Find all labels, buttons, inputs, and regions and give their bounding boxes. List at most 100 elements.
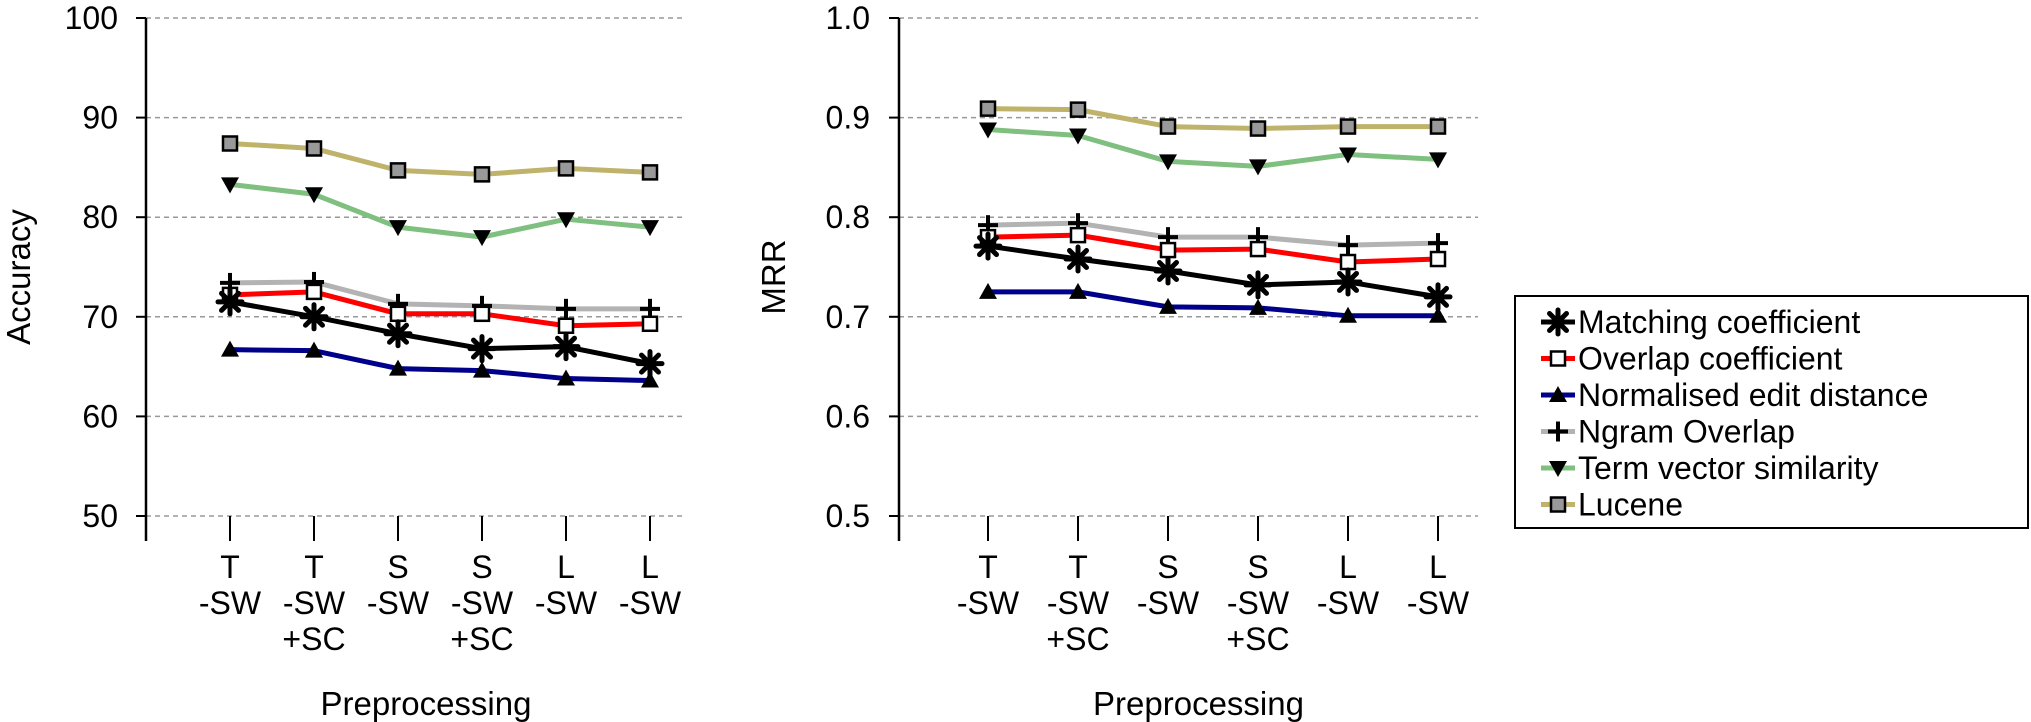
data-point: [1338, 235, 1358, 256]
data-point: [557, 317, 575, 335]
x-tick-label: L -SW: [1407, 549, 1470, 621]
legend-item: Normalised edit distance: [1541, 377, 1928, 413]
series-line: [988, 289, 1438, 319]
legend-box: [1514, 295, 2029, 529]
data-point: [299, 302, 329, 332]
legend-marker: [1549, 461, 1567, 477]
data-point: [305, 283, 323, 301]
legend-label: Ngram Overlap: [1578, 414, 1795, 450]
legend-item: Term vector similarity: [1541, 450, 1878, 486]
legend-label: Matching coefficient: [1578, 304, 1860, 340]
legend-item: Matching coefficient: [1541, 304, 1860, 340]
data-point: [1159, 154, 1177, 171]
legend-marker: [1548, 421, 1568, 442]
data-point: [1069, 101, 1087, 118]
data-point: [551, 332, 581, 362]
data-point: [1153, 256, 1183, 286]
series-lucene: [979, 100, 1447, 137]
x-tick-label: S -SW: [1137, 549, 1200, 621]
series-normalised-edit-distance: [979, 282, 1447, 323]
data-point: [473, 361, 491, 378]
data-point: [305, 140, 323, 157]
series-line: [229, 347, 651, 384]
y-axis-title: MRR: [755, 239, 792, 314]
series-line: [229, 279, 650, 312]
x-tick-label: S -SW +SC: [450, 549, 513, 657]
data-point: [557, 369, 575, 386]
data-point: [1249, 159, 1267, 176]
data-point: [1333, 267, 1363, 297]
series-overlap-coefficient: [979, 226, 1447, 271]
x-tick-label: L -SW: [535, 549, 598, 621]
y-tick-label: 0.6: [826, 398, 870, 434]
series-normalised-edit-distance: [221, 340, 659, 388]
data-point: [1339, 147, 1357, 164]
data-point: [1428, 233, 1448, 254]
data-point: [1423, 282, 1453, 312]
data-point: [215, 287, 245, 317]
series-matching-coefficient: [215, 287, 665, 379]
data-point: [1429, 118, 1447, 135]
data-point: [1069, 226, 1087, 244]
y-tick-label: 0.9: [826, 100, 870, 136]
series-term-vector-similarity: [979, 122, 1447, 176]
series-line: [987, 220, 1439, 248]
y-tick-label: 90: [82, 100, 118, 136]
series-line: [987, 243, 1439, 300]
data-point: [640, 298, 660, 319]
legend-label: Term vector similarity: [1578, 450, 1878, 486]
legend-marker: [1549, 386, 1567, 402]
series-term-vector-similarity: [221, 177, 659, 247]
data-point: [389, 162, 407, 179]
series-line: [229, 181, 651, 240]
data-point: [641, 164, 659, 181]
data-point: [1249, 120, 1267, 137]
data-point: [1159, 241, 1177, 259]
series-matching-coefficient: [973, 231, 1453, 312]
data-point: [389, 220, 407, 237]
data-point: [1249, 240, 1267, 258]
data-point: [221, 135, 239, 152]
data-point: [1069, 128, 1087, 145]
data-point: [557, 212, 575, 229]
data-point: [641, 371, 659, 388]
x-tick-label: L -SW: [1317, 549, 1380, 621]
legend-marker: [1549, 350, 1567, 367]
legend-label: Overlap coefficient: [1578, 341, 1843, 377]
y-tick-label: 70: [82, 299, 118, 335]
legend-label: Normalised edit distance: [1578, 377, 1928, 413]
y-tick-label: 0.5: [826, 498, 870, 534]
legend-label: Lucene: [1578, 487, 1683, 523]
x-tick-label: T -SW +SC: [282, 549, 345, 657]
chart-panel-1: 50 60 70 80 90 100 T -SW T -SW +SC S -SW S -SW +SC L -SW L…: [0, 0, 686, 722]
data-point: [1159, 297, 1177, 314]
data-point: [1429, 152, 1447, 169]
y-axis-title: Accuracy: [0, 209, 37, 345]
data-point: [557, 160, 575, 177]
data-point: [1429, 306, 1447, 323]
chart-panel-2: 0.5 0.6 0.7 0.8 0.9 1.0 T -SW T -SW +SC S -SW S -SW +SC…: [755, 0, 1478, 722]
data-point: [556, 298, 576, 319]
data-point: [389, 359, 407, 376]
x-tick-label: T -SW: [199, 549, 262, 621]
series-line: [229, 289, 651, 329]
data-point: [1249, 298, 1267, 315]
legend-item: Overlap coefficient: [1541, 341, 1843, 377]
legend-item: Lucene: [1541, 487, 1683, 523]
x-tick-label: T -SW +SC: [1046, 549, 1109, 657]
x-tick-label: S -SW +SC: [1226, 549, 1289, 657]
series-line: [229, 141, 651, 177]
data-point: [305, 341, 323, 358]
x-tick-label: L -SW: [619, 549, 682, 621]
y-tick-label: 0.8: [826, 199, 870, 235]
data-point: [641, 315, 659, 333]
data-point: [383, 319, 413, 349]
x-tick-label: T -SW: [957, 549, 1020, 621]
y-tick-label: 50: [82, 498, 118, 534]
data-point: [979, 122, 997, 139]
data-point: [1063, 244, 1093, 274]
y-tick-label: 1.0: [826, 0, 870, 36]
data-point: [979, 282, 997, 299]
